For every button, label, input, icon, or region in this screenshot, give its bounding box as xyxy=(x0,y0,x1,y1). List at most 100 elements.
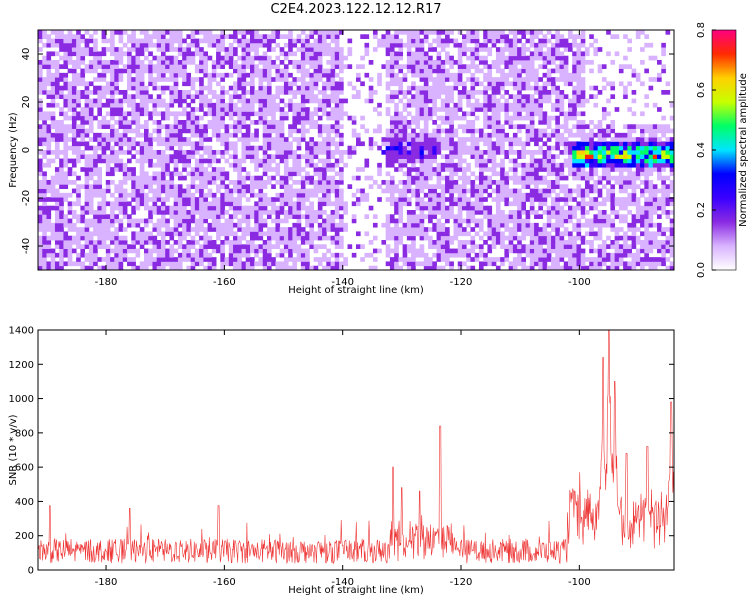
heatmap-cell xyxy=(105,218,111,224)
heatmap-cell xyxy=(415,60,420,65)
heatmap-cell xyxy=(551,244,556,249)
heatmap-cell xyxy=(135,64,141,69)
heatmap-cell xyxy=(266,60,272,65)
heatmap-cell xyxy=(233,244,238,249)
heatmap-cell xyxy=(266,141,272,147)
heatmap-cell xyxy=(199,38,204,44)
heatmap-cell xyxy=(203,94,208,99)
heatmap-cell xyxy=(76,47,81,52)
heatmap-cell xyxy=(288,34,293,39)
heatmap-cell xyxy=(59,184,64,189)
heatmap-cell xyxy=(279,154,285,159)
heatmap-cell xyxy=(76,192,81,198)
heatmap-cell xyxy=(356,167,361,172)
heatmap-cell xyxy=(165,171,170,177)
heatmap-cell xyxy=(309,192,314,198)
heatmap-cell xyxy=(169,141,175,147)
heatmap-cell xyxy=(334,257,340,262)
heatmap-cell xyxy=(423,30,429,35)
heatmap-cell xyxy=(313,77,319,82)
heatmap-cell xyxy=(555,38,560,44)
heatmap-cell xyxy=(504,188,510,194)
heatmap-cell xyxy=(423,137,429,142)
heatmap-cell xyxy=(529,128,535,134)
heatmap-cell xyxy=(470,85,476,91)
heatmap-cell xyxy=(372,141,378,147)
heatmap-cell xyxy=(563,184,569,189)
heatmap-cell xyxy=(160,222,166,228)
heatmap-cell xyxy=(508,192,514,198)
heatmap-cell xyxy=(559,248,565,254)
heatmap-cell xyxy=(38,257,43,262)
heatmap-cell xyxy=(381,34,387,39)
heatmap-cell xyxy=(127,55,132,61)
heatmap-cell xyxy=(478,218,484,224)
heatmap-cell xyxy=(300,111,306,117)
heatmap-cell xyxy=(508,120,514,125)
heatmap-cell xyxy=(250,90,255,95)
heatmap-cell xyxy=(173,141,179,147)
heatmap-cell xyxy=(71,64,77,69)
heatmap-cell xyxy=(38,150,43,155)
heatmap-cell xyxy=(67,235,73,241)
heatmap-cell xyxy=(568,162,573,168)
heatmap-cell xyxy=(517,261,522,267)
heatmap-cell xyxy=(262,141,268,147)
heatmap-cell xyxy=(156,231,162,237)
heatmap-cell xyxy=(445,205,450,211)
heatmap-cell xyxy=(67,90,73,95)
heatmap-cell xyxy=(385,98,391,104)
heatmap-cell xyxy=(385,34,391,39)
heatmap-cell xyxy=(101,205,107,211)
heatmap-cell xyxy=(432,265,437,271)
heatmap-cell xyxy=(449,107,454,112)
heatmap-cell xyxy=(568,248,573,254)
heatmap-cell xyxy=(309,81,314,87)
heatmap-cell xyxy=(42,192,47,198)
heatmap-cell xyxy=(54,77,60,82)
heatmap-cell xyxy=(330,240,336,245)
heatmap-cell xyxy=(381,222,387,228)
heatmap-cell xyxy=(334,120,340,125)
heatmap-cell xyxy=(504,107,510,112)
heatmap-cell xyxy=(555,231,560,237)
heatmap-cell xyxy=(207,257,213,262)
heatmap-cell xyxy=(300,180,306,185)
heatmap-cell xyxy=(542,64,548,69)
heatmap-cell xyxy=(288,51,293,57)
heatmap-cell xyxy=(440,222,446,228)
heatmap-cell xyxy=(542,154,548,159)
heatmap-cell xyxy=(313,162,319,168)
heatmap-cell xyxy=(423,167,429,172)
heatmap-cell xyxy=(389,77,395,82)
heatmap-cell xyxy=(190,244,196,249)
heatmap-cell xyxy=(190,111,196,117)
heatmap-cell xyxy=(38,72,43,78)
heatmap-cell xyxy=(216,227,221,232)
heatmap-cell xyxy=(59,214,64,219)
heatmap-cell xyxy=(156,265,162,271)
heatmap-cell xyxy=(245,30,251,35)
heatmap-cell xyxy=(182,64,187,69)
heatmap-cell xyxy=(406,55,412,61)
heatmap-cell xyxy=(97,90,102,95)
heatmap-cell xyxy=(54,240,60,245)
heatmap-cell xyxy=(500,38,505,44)
heatmap-cell xyxy=(139,244,145,249)
heatmap-cell xyxy=(110,94,115,99)
heatmap-cell xyxy=(233,60,238,65)
heatmap-cell xyxy=(411,102,416,108)
heatmap-cell xyxy=(436,30,442,35)
heatmap-cell xyxy=(423,132,429,138)
heatmap-cell xyxy=(529,180,535,185)
heatmap-cell xyxy=(483,184,488,189)
heatmap-cell xyxy=(93,77,98,82)
heatmap-cell xyxy=(313,47,319,52)
heatmap-cell xyxy=(555,94,560,99)
heatmap-cell xyxy=(71,261,77,267)
heatmap-cell xyxy=(385,244,391,249)
heatmap-cell xyxy=(440,30,446,35)
heatmap-cell xyxy=(258,115,264,121)
heatmap-cell xyxy=(415,188,420,194)
heatmap-cell xyxy=(93,192,98,198)
